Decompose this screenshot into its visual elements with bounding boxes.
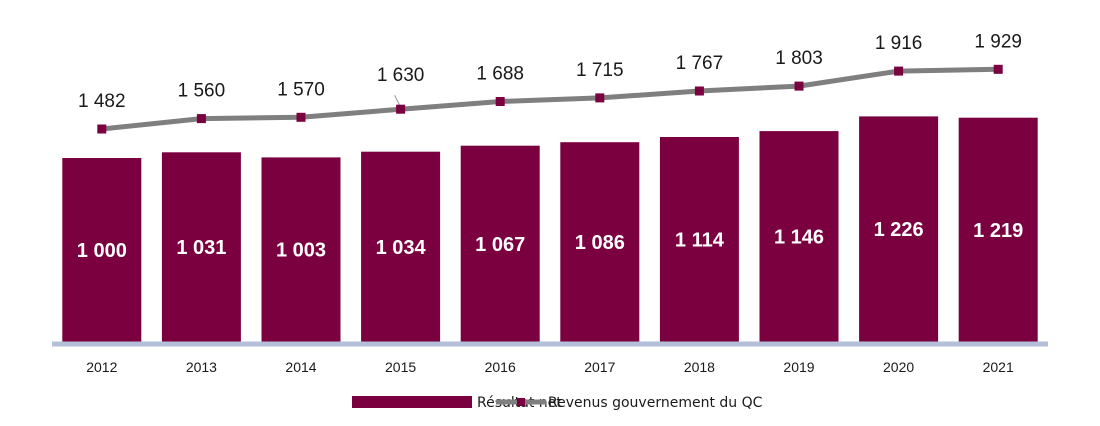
x-tick-label-2017: 2017 [584,359,615,375]
line-value-label-2020: 1 916 [875,33,923,54]
x-tick-label-2020: 2020 [883,359,914,375]
bar-value-label-2013: 1 031 [176,237,226,259]
bar-value-label-2018: 1 114 [675,230,725,252]
line-marker-2014 [296,112,306,122]
line-marker-2017 [595,93,605,103]
line-layer: 1 482 1 560 1 570 1 630 1 688 1 715 1 767 1 803… [78,31,1022,134]
line-value-label-2012: 1 482 [78,91,126,112]
line-marker-2019 [794,81,804,91]
bar-2020 [859,116,939,343]
bar-value-label-2020: 1 226 [874,219,924,241]
bar-value-label-2021: 1 219 [973,220,1023,242]
bar-2016 [460,145,540,342]
bar-value-label-2014: 1 003 [276,240,326,262]
leader-line-2015 [394,95,401,106]
x-tick-labels: 2012 2013 2014 2015 2016 2017 2018 2019 2020 2021 [86,359,1014,375]
line-marker-2015 [396,104,406,114]
x-tick-label-2013: 2013 [186,359,217,375]
line-value-label-2017: 1 715 [576,60,624,81]
x-tick-label-2014: 2014 [285,359,316,375]
line-value-label-2014: 1 570 [277,79,325,100]
line-marker-2012 [97,124,107,134]
line-series-revenus [101,66,999,132]
bar-2017 [560,142,640,342]
bar-2019 [759,131,839,342]
line-value-label-2015: 1 630 [377,65,425,86]
legend-label-line: Revenus gouvernement du QC [548,395,763,411]
line-marker-2016 [495,97,505,106]
x-tick-label-2021: 2021 [983,359,1014,375]
x-tick-label-2012: 2012 [86,359,117,375]
legend-swatch-bar [352,396,472,408]
line-marker-2020 [894,66,904,76]
bar-value-label-2019: 1 146 [774,227,824,249]
x-tick-label-2018: 2018 [684,359,715,375]
line-marker-2018 [694,86,704,96]
line-marker-2013 [196,114,206,124]
line-marker-2021 [993,64,1003,74]
bar-value-label-2016: 1 067 [475,234,525,256]
line-value-label-2018: 1 767 [676,53,724,74]
x-tick-label-2016: 2016 [485,359,516,375]
line-value-label-2016: 1 688 [476,64,524,85]
bar-value-label-2017: 1 086 [575,232,625,254]
bar-2021 [958,117,1038,342]
line-value-label-2013: 1 560 [178,81,226,102]
bars-layer: 1 000 1 031 1 003 1 034 1 067 1 086 1 114 1 146… [62,116,1038,343]
line-value-label-2021: 1 929 [974,31,1022,52]
bar-value-label-2015: 1 034 [376,237,427,259]
bar-2015 [361,151,441,342]
bar-2013 [161,152,241,342]
legend: Résultat net Revenus gouvernement du QC [352,395,763,411]
legend-swatch-marker [517,398,525,406]
x-tick-label-2019: 2019 [783,359,814,375]
bar-2012 [62,158,142,342]
line-value-label-2019: 1 803 [775,48,823,69]
bar-2018 [659,137,739,342]
x-tick-label-2015: 2015 [385,359,416,375]
bar-value-label-2012: 1 000 [77,240,127,262]
bar-2014 [261,157,341,342]
